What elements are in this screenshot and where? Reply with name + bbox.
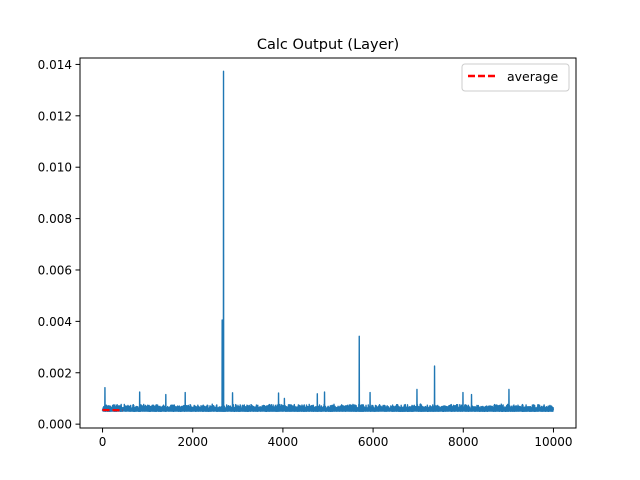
plot-area — [101, 70, 554, 412]
x-tick-label: 8000 — [448, 435, 479, 449]
legend: average — [461, 63, 570, 92]
y-axis: 0.000 0.002 0.004 0.006 0.008 0.010 0.012 0.014 — [38, 58, 80, 432]
x-tick-label: 2000 — [177, 435, 208, 449]
x-axis: 0 2000 4000 6000 8000 10000 — [99, 428, 573, 449]
y-tick-label: 0.006 — [38, 263, 72, 277]
series-line-main — [101, 70, 554, 412]
x-tick-label: 6000 — [358, 435, 389, 449]
y-tick-label: 0.002 — [38, 366, 72, 380]
plot-frame — [79, 57, 577, 429]
y-tick-label: 0.014 — [38, 58, 72, 72]
legend-label-average: average — [507, 69, 558, 84]
y-tick-label: 0.010 — [38, 161, 72, 175]
y-tick-label: 0.000 — [38, 418, 72, 432]
x-tick-label: 4000 — [268, 435, 299, 449]
legend-box — [461, 63, 570, 92]
y-tick-label: 0.004 — [38, 315, 72, 329]
x-tick-label: 0 — [99, 435, 107, 449]
y-tick-label: 0.012 — [38, 109, 72, 123]
y-tick-label: 0.008 — [38, 212, 72, 226]
x-tick-label: 10000 — [534, 435, 572, 449]
chart-title: Calc Output (Layer) — [257, 37, 399, 53]
